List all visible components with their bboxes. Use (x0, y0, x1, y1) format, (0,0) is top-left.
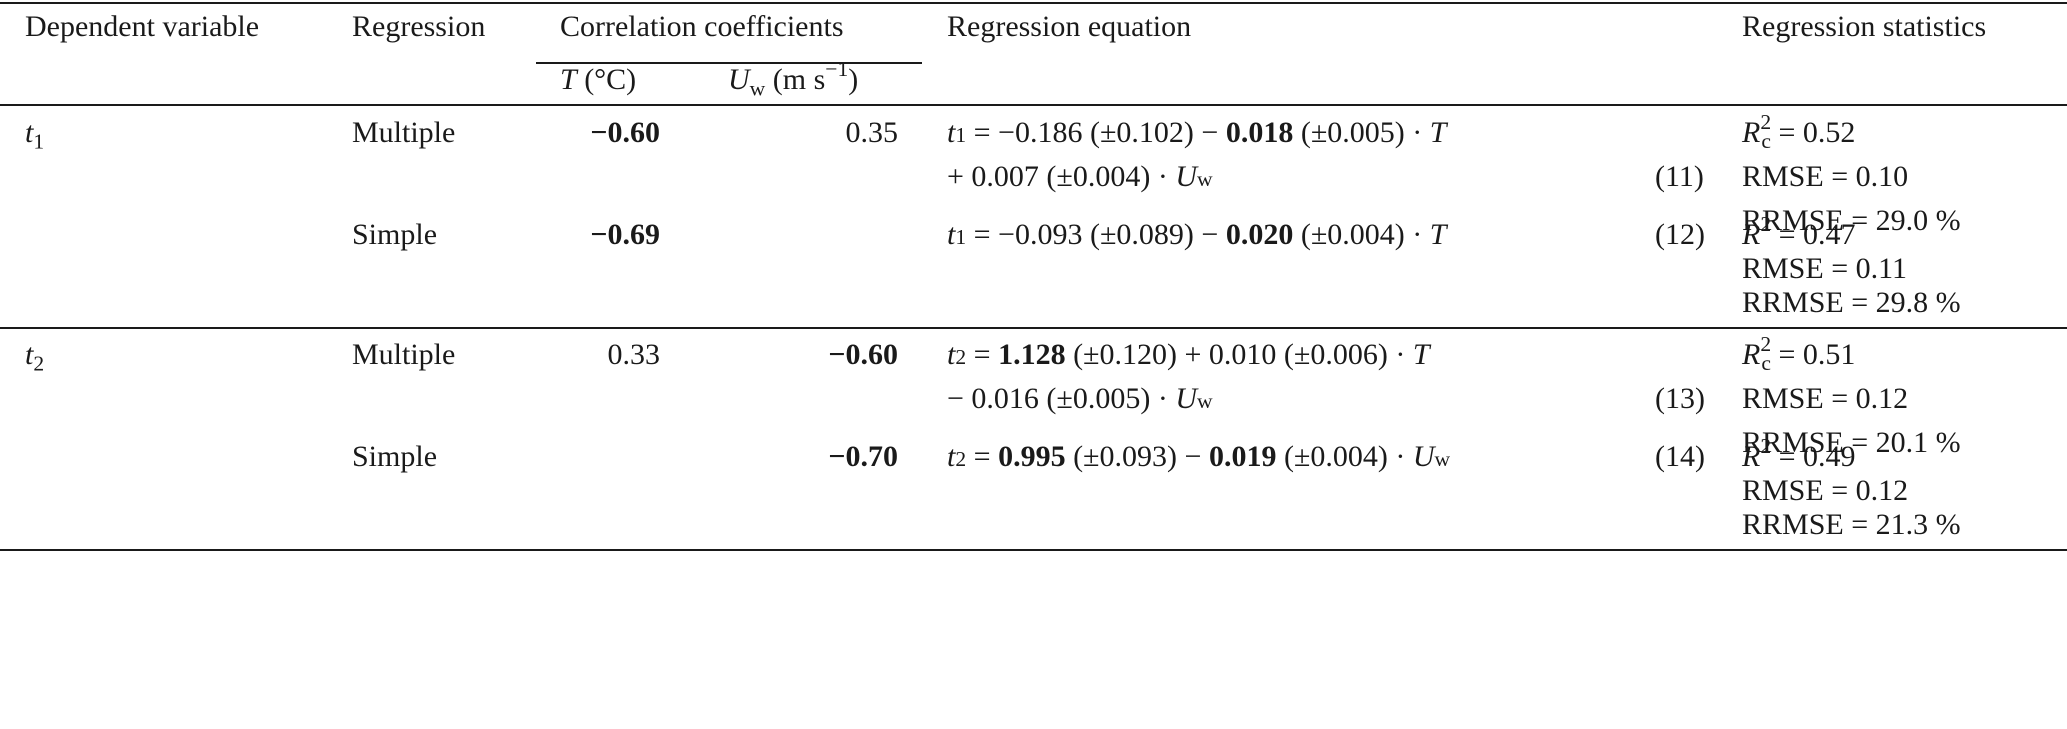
stat-r-squared: R2c = 0.52 (1742, 110, 1856, 154)
stat-rrmse: RRMSE = 29.8 % (1742, 286, 1961, 319)
corr-Uw-value: −0.70 (828, 440, 898, 473)
stat-r-squared: R2 = 0.49 (1742, 434, 1856, 473)
header-dependent-variable: Dependent variable (25, 10, 260, 43)
stat-r-squared: R2c = 0.51 (1742, 332, 1856, 376)
stat-rrmse: RRMSE = 20.1 % (1742, 426, 1961, 459)
stat-rrmse: RRMSE = 29.0 % (1742, 204, 1961, 237)
equation-number: (13) (1655, 382, 1705, 415)
header-col-T: T (°C) (560, 63, 637, 96)
corr-T-value: 0.33 (607, 338, 661, 371)
corr-T-value: −0.69 (590, 218, 660, 251)
regression-type: Simple (352, 218, 438, 251)
equation-number: (12) (1655, 218, 1705, 251)
corr-header-rule (536, 62, 922, 64)
top-rule (0, 2, 2067, 4)
header-regression-statistics: Regression statistics (1742, 10, 1987, 43)
regression-type: Multiple (352, 116, 456, 149)
equation-number: (11) (1655, 160, 1704, 193)
regression-type: Multiple (352, 338, 456, 371)
group-separator-rule (0, 327, 2067, 329)
equation-number: (14) (1655, 440, 1705, 473)
dependent-var-t2: t2 (25, 338, 45, 376)
stat-rrmse: RRMSE = 21.3 % (1742, 508, 1961, 541)
bottom-rule (0, 549, 2067, 551)
header-regression: Regression (352, 10, 486, 43)
stat-rmse: RMSE = 0.10 (1742, 160, 1909, 193)
corr-Uw-value: −0.60 (828, 338, 898, 371)
header-bottom-rule (0, 104, 2067, 106)
corr-T-value: −0.60 (590, 116, 660, 149)
header-col-Uw: Uw (m s−1) (728, 57, 859, 101)
stat-rmse: RMSE = 0.12 (1742, 382, 1909, 415)
header-correlation-coefficients: Correlation coefficients (560, 10, 844, 43)
corr-Uw-value: 0.35 (845, 116, 899, 149)
regression-type: Simple (352, 440, 438, 473)
stat-rmse: RMSE = 0.12 (1742, 474, 1909, 507)
stat-rmse: RMSE = 0.11 (1742, 252, 1907, 285)
stat-r-squared: R2 = 0.47 (1742, 212, 1856, 251)
dependent-var-t1: t1 (25, 116, 45, 154)
header-regression-equation: Regression equation (947, 10, 1192, 43)
